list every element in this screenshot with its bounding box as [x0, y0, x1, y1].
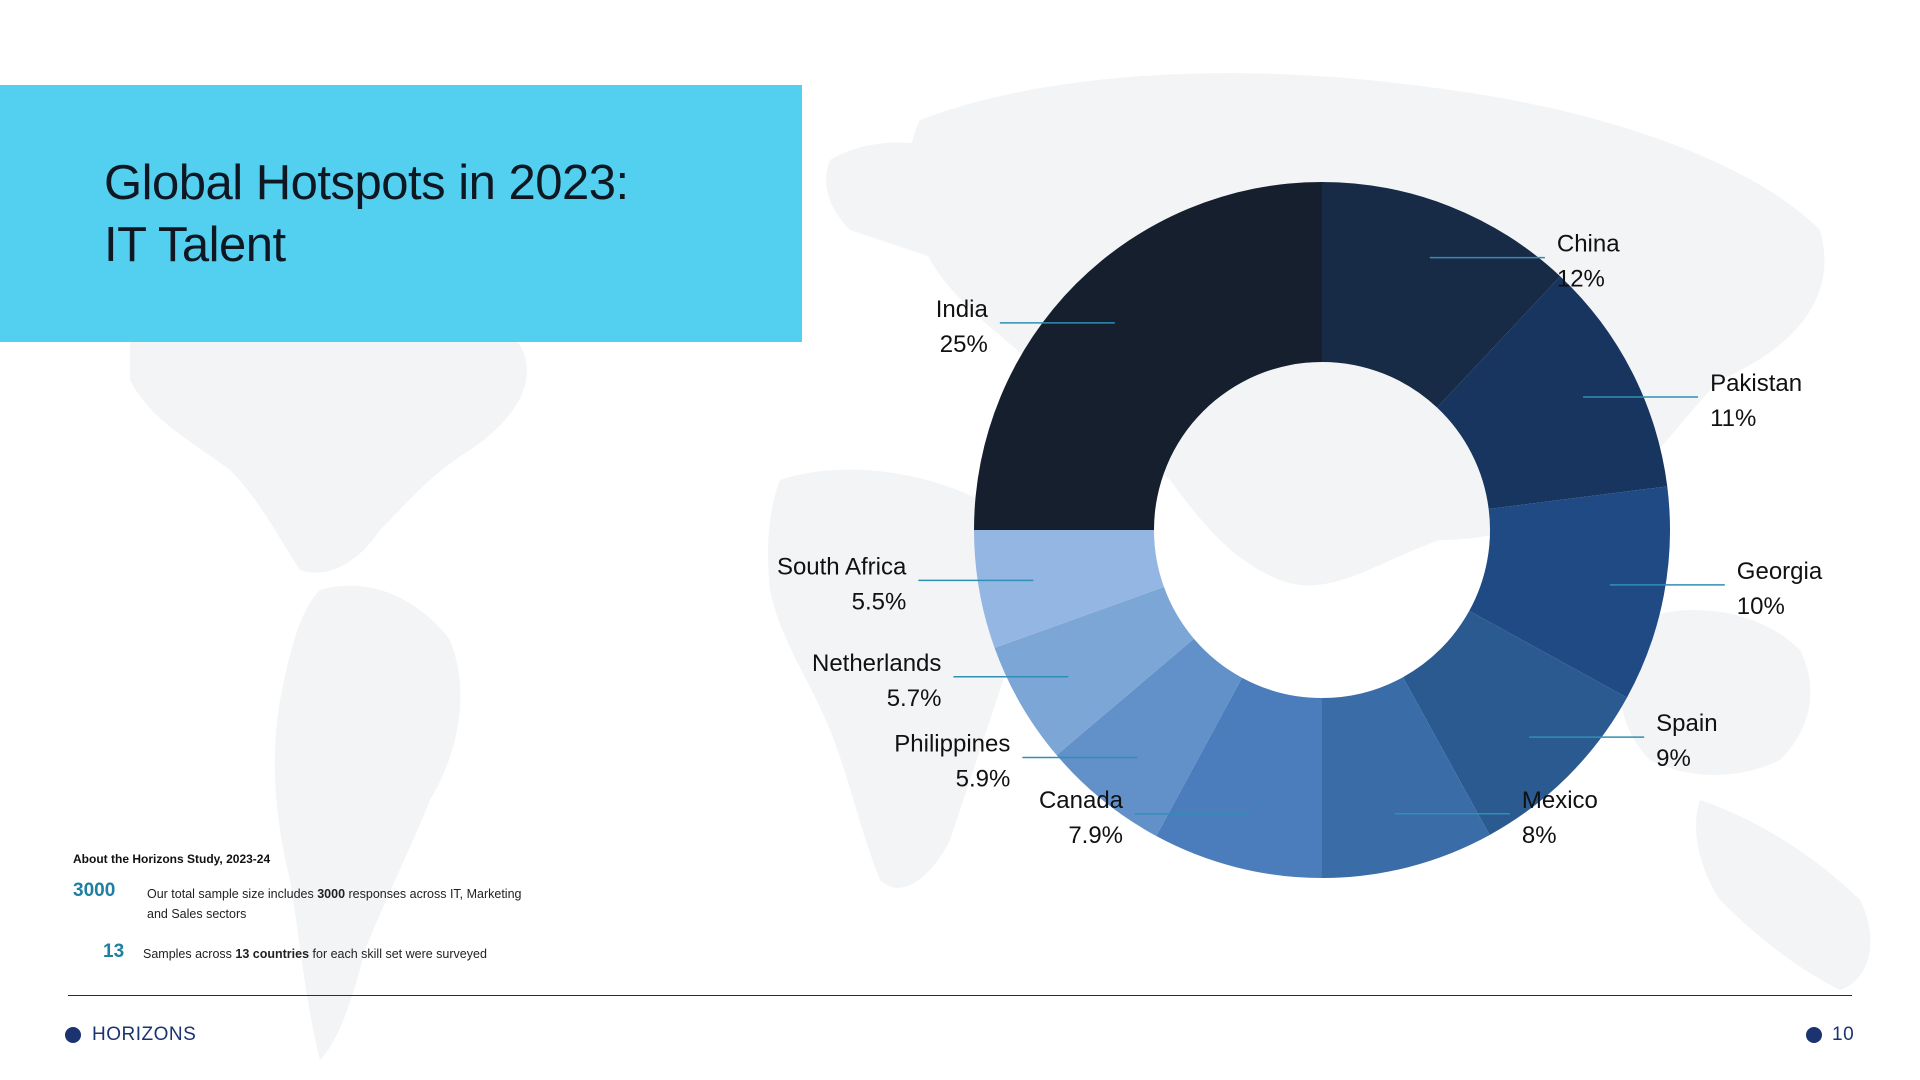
slice-canada: [1156, 677, 1322, 878]
label-mexico: Mexico: [1522, 787, 1598, 814]
page-dot-icon: [1806, 1027, 1822, 1043]
value-canada: 7.9%: [1068, 822, 1123, 849]
label-spain: Spain: [1656, 710, 1717, 737]
title-banner: Global Hotspots in 2023: IT Talent: [0, 85, 802, 342]
slide-title-line-1: Global Hotspots in 2023:: [104, 156, 629, 210]
brand-dot-icon: [65, 1027, 81, 1043]
slice-pakistan: [1437, 276, 1668, 509]
value-pakistan: 11%: [1710, 405, 1756, 432]
slice-mexico: [1322, 677, 1490, 878]
slice-georgia: [1469, 486, 1670, 698]
label-philippines: Philippines: [894, 731, 1010, 758]
value-south-africa: 5.5%: [852, 588, 907, 615]
footer-divider: [68, 995, 1852, 996]
slice-south-africa: [974, 530, 1164, 648]
slice-netherlands: [994, 586, 1194, 756]
value-china: 12%: [1557, 266, 1605, 293]
slice-china: [1322, 182, 1561, 408]
slice-philippines: [1056, 638, 1242, 837]
page-number: 10: [1832, 1024, 1855, 1045]
value-spain: 9%: [1656, 745, 1691, 772]
label-pakistan: Pakistan: [1710, 370, 1802, 397]
label-china: China: [1557, 231, 1620, 258]
stat-text-countries: Samples across 13 countries for each ski…: [143, 947, 487, 961]
stat-text-sample-size: Our total sample size includes 3000 resp…: [147, 887, 522, 921]
value-netherlands: 5.7%: [887, 685, 942, 712]
slice-india: [974, 182, 1322, 530]
value-india: 25%: [940, 331, 988, 358]
label-georgia: Georgia: [1737, 558, 1823, 585]
footer-brand: HORIZONS: [92, 1024, 197, 1045]
value-philippines: 5.9%: [956, 766, 1011, 793]
value-georgia: 10%: [1737, 593, 1785, 620]
slide-title-line-2: IT Talent: [104, 218, 286, 272]
value-mexico: 8%: [1522, 822, 1557, 849]
label-canada: Canada: [1039, 787, 1124, 814]
label-south-africa: South Africa: [777, 553, 907, 580]
stat-number-sample-size: 3000: [73, 880, 116, 901]
label-india: India: [936, 296, 989, 323]
label-netherlands: Netherlands: [812, 650, 941, 677]
stat-number-countries: 13: [103, 941, 125, 962]
slice-spain: [1402, 610, 1627, 835]
about-heading: About the Horizons Study, 2023-24: [73, 852, 271, 866]
